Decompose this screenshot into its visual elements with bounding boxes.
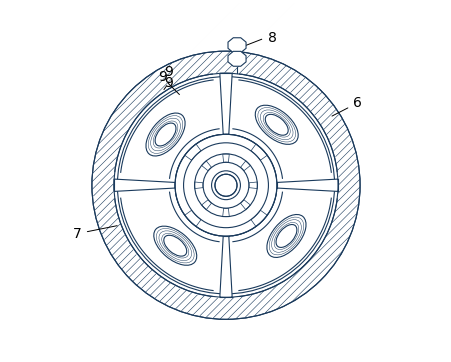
Ellipse shape: [155, 123, 175, 146]
Text: 9: 9: [157, 71, 166, 84]
Ellipse shape: [153, 226, 196, 265]
Text: 6: 6: [331, 96, 361, 116]
Polygon shape: [227, 38, 245, 52]
Circle shape: [202, 162, 249, 208]
Ellipse shape: [163, 235, 186, 256]
Circle shape: [215, 174, 236, 196]
Text: 9: 9: [164, 66, 172, 79]
Polygon shape: [114, 179, 175, 191]
Ellipse shape: [265, 114, 288, 135]
Circle shape: [183, 143, 268, 228]
Polygon shape: [184, 210, 201, 226]
Circle shape: [211, 171, 240, 200]
Polygon shape: [250, 144, 267, 160]
Ellipse shape: [266, 215, 305, 257]
Polygon shape: [240, 200, 250, 210]
Polygon shape: [184, 144, 201, 160]
Ellipse shape: [276, 224, 296, 248]
Polygon shape: [194, 182, 202, 189]
Polygon shape: [276, 179, 337, 191]
Polygon shape: [201, 200, 211, 210]
Polygon shape: [219, 73, 232, 134]
Text: 8: 8: [267, 31, 276, 45]
Polygon shape: [240, 161, 250, 171]
Polygon shape: [250, 210, 267, 226]
Polygon shape: [227, 51, 245, 66]
Polygon shape: [219, 236, 232, 297]
Ellipse shape: [146, 113, 185, 156]
Polygon shape: [222, 154, 229, 162]
Polygon shape: [222, 208, 229, 216]
Text: 7: 7: [73, 226, 117, 241]
Circle shape: [175, 134, 276, 236]
Circle shape: [92, 51, 359, 319]
Circle shape: [194, 154, 257, 216]
Polygon shape: [201, 161, 211, 171]
Polygon shape: [249, 182, 257, 189]
Text: 9: 9: [164, 76, 172, 90]
Ellipse shape: [255, 105, 298, 144]
